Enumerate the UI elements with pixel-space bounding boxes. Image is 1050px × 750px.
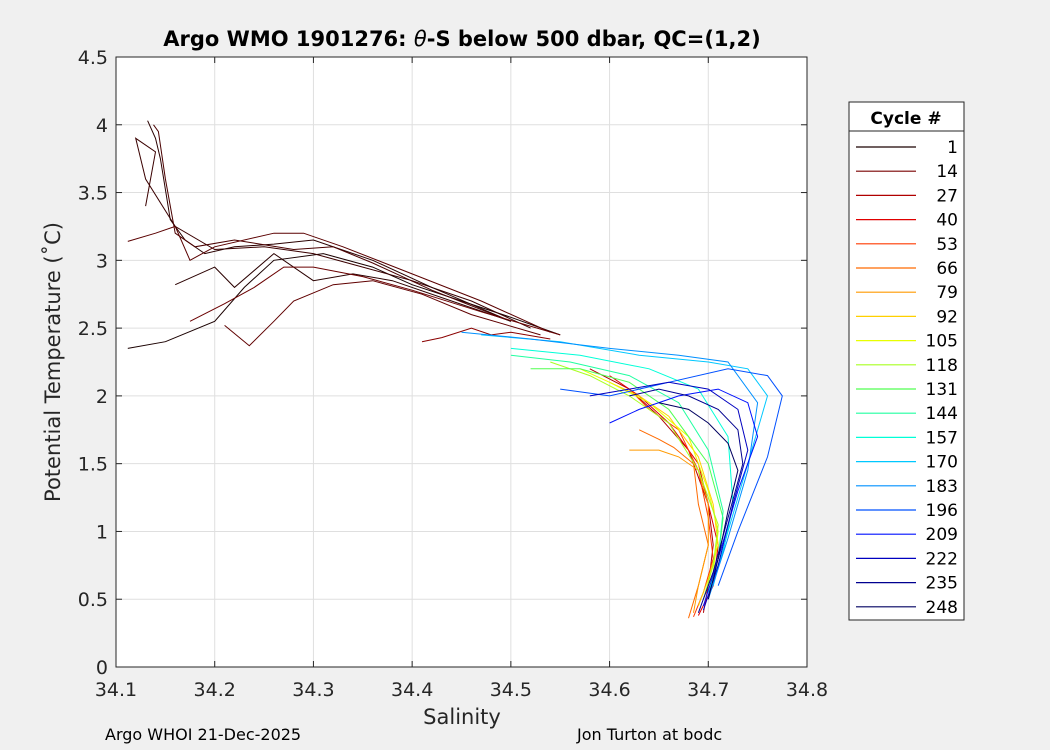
legend-label: 196: [926, 501, 958, 521]
series-line-early-1: [127, 253, 561, 349]
x-tick-label: 34.8: [786, 679, 828, 701]
legend-entries: 1 14 27 40 53 66 79 92 105 118 131 144 157 170 183 196 2…: [856, 138, 958, 618]
x-tick-label: 34.4: [391, 679, 433, 701]
y-axis-label: Potential Temperature (˚C): [41, 222, 65, 502]
legend-label: 222: [926, 549, 958, 569]
series-layer: [127, 120, 783, 619]
x-tick-label: 34.2: [194, 679, 236, 701]
legend-label: 27: [936, 186, 958, 206]
series-line-c105: [579, 368, 719, 600]
y-tick-label: 4: [96, 115, 108, 137]
y-tick-label: 2.5: [78, 318, 108, 340]
y-tick-label: 1: [96, 521, 108, 543]
legend: Cycle # 1 14 27 40 53 66 79 92 105 118 131 144 157 17…: [848, 101, 965, 621]
series-line-c248: [658, 402, 739, 600]
series-line-c209: [609, 388, 759, 607]
series-line-early-2: [134, 137, 531, 329]
series-line-c183: [461, 331, 759, 600]
legend-label: 131: [926, 380, 958, 400]
chart-title-prefix: Argo WMO 1901276:: [163, 27, 414, 51]
legend-label: 170: [926, 453, 958, 473]
series-line-early-4: [153, 124, 512, 322]
legend-label: 66: [936, 259, 958, 279]
legend-label: 157: [926, 428, 958, 448]
legend-label: 53: [936, 235, 958, 255]
footer-right: Jon Turton at bodc: [577, 725, 723, 744]
series-line-c196: [560, 368, 783, 586]
series-line-c118: [550, 361, 719, 600]
legend-label: 79: [936, 283, 958, 303]
x-tick-label: 34.3: [292, 679, 334, 701]
series-line-c92: [609, 381, 719, 607]
x-tick-label: 34.7: [687, 679, 729, 701]
plot-area: [116, 57, 807, 667]
legend-label: 248: [926, 598, 958, 618]
series-line-early-5: [127, 225, 551, 333]
legend-label: 183: [926, 477, 958, 497]
y-tick-label: 1.5: [78, 454, 108, 476]
footer-left: Argo WHOI 21-Dec-2025: [105, 725, 302, 744]
series-line-early-8: [189, 266, 561, 336]
x-tick-label: 34.1: [95, 679, 137, 701]
y-tick-label: 0.5: [78, 589, 108, 611]
chart-title-suffix: -S below 500 dbar, QC=(1,2): [427, 27, 761, 51]
x-axis-label: Salinity: [423, 705, 501, 729]
legend-label: 14: [936, 162, 958, 182]
y-tick-label: 4.5: [78, 47, 108, 69]
series-line-c222: [589, 381, 749, 611]
legend-label: 40: [936, 211, 958, 231]
y-tick-label: 2: [96, 386, 108, 408]
legend-label: 105: [926, 332, 958, 352]
series-line-early-9: [421, 327, 551, 343]
plot-frame: [115, 56, 808, 668]
series-line-early-3: [147, 120, 512, 322]
legend-title: Cycle #: [870, 109, 941, 129]
legend-label: 235: [926, 574, 958, 594]
series-line-c235: [629, 388, 744, 613]
legend-label: 144: [926, 404, 958, 424]
tick-layer: 34.1 34.2 34.3 34.4 34.5 34.6 34.7 34.800.511.5…: [78, 47, 828, 701]
x-tick-label: 34.5: [490, 679, 532, 701]
chart-title-theta: θ: [414, 27, 427, 51]
x-tick-label: 34.6: [588, 679, 630, 701]
y-tick-label: 0: [96, 657, 108, 679]
chart-title: Argo WMO 1901276: θ-S below 500 dbar, QC…: [163, 27, 760, 51]
legend-label: 1: [947, 138, 958, 158]
series-line-c79: [629, 449, 709, 613]
series-line-early-7: [224, 280, 541, 347]
series-line-c170: [481, 334, 769, 586]
y-tick-label: 3: [96, 250, 108, 272]
legend-label: 209: [926, 525, 958, 545]
legend-label: 118: [926, 356, 958, 376]
legend-label: 92: [936, 307, 958, 327]
y-tick-label: 3.5: [78, 183, 108, 205]
series-line-early-6: [174, 252, 512, 322]
